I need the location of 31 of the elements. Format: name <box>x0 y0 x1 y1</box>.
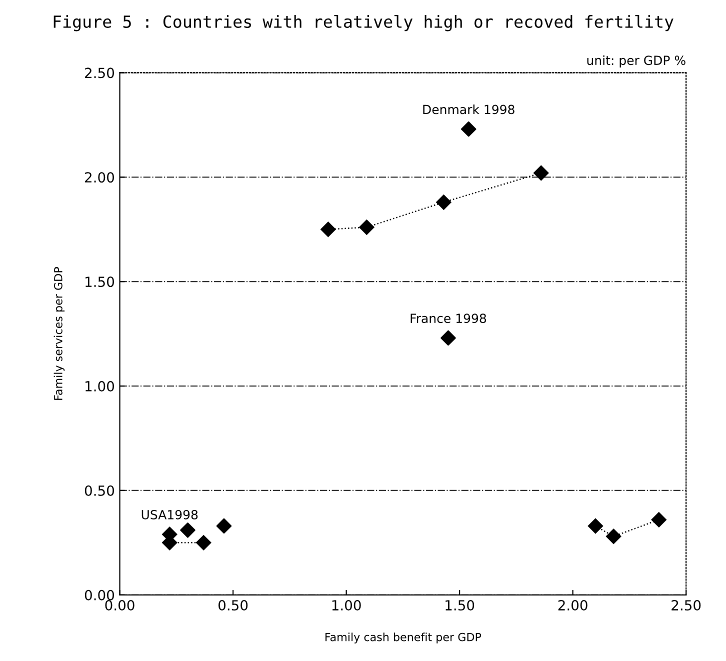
x-axis-title: Family cash benefit per GDP <box>325 632 482 644</box>
x-tick-label: 2.00 <box>558 600 588 611</box>
point <box>216 518 232 534</box>
x-tick-label: 2.50 <box>672 600 701 611</box>
annotation: France 1998 <box>410 314 486 324</box>
point <box>320 222 336 237</box>
x-tick-label: 0.00 <box>105 600 134 611</box>
x-tick-label: 1.00 <box>332 600 361 611</box>
y-axis-title: Family services per GDP <box>54 267 65 400</box>
point <box>196 535 212 550</box>
annotation: USA1998 <box>142 510 198 520</box>
x-tick-label: 1.50 <box>446 600 474 611</box>
point <box>651 512 666 528</box>
y-tick-label: 2.00 <box>85 172 114 183</box>
x-tick-label: 0.50 <box>218 600 248 611</box>
point <box>436 194 452 210</box>
point <box>180 522 196 538</box>
point <box>534 165 549 181</box>
point <box>359 220 374 235</box>
y-tick-label: 2.50 <box>85 68 114 78</box>
point <box>460 121 476 137</box>
y-tick-label: 1.00 <box>86 380 114 392</box>
chart-title: Figure 5 : Countries with relatively high or recoved fertility <box>54 14 674 32</box>
point <box>588 518 604 534</box>
point <box>606 528 622 544</box>
point <box>440 330 456 346</box>
y-tick-label: 1.50 <box>86 276 114 288</box>
annotation: Denmark 1998 <box>423 104 514 114</box>
y-tick-label: 0.50 <box>84 485 114 496</box>
y-tick-label: 0.00 <box>84 590 114 600</box>
text: unit: per GDP % <box>587 55 686 68</box>
